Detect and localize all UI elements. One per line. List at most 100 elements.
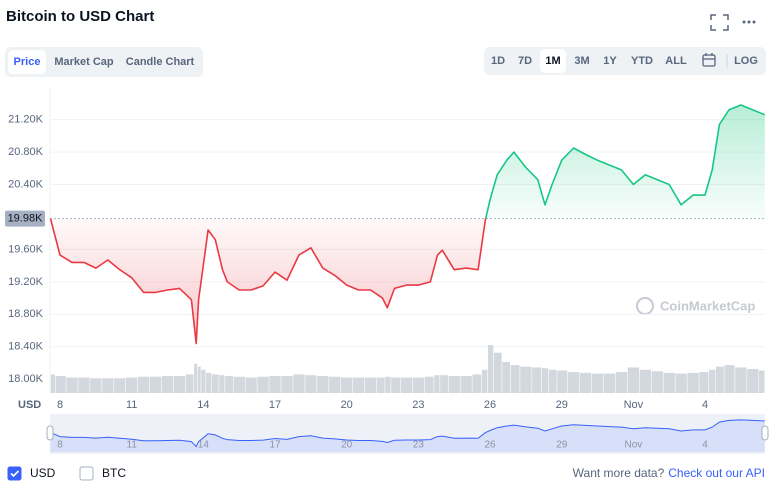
volume-bar <box>385 376 391 393</box>
volume-bar <box>114 378 126 393</box>
volume-bar <box>197 366 201 393</box>
navigator-tick-label: 29 <box>556 440 568 451</box>
volume-bar <box>317 375 329 393</box>
log-button[interactable]: LOG <box>734 55 758 67</box>
volume-bar <box>627 367 640 393</box>
volume-bar <box>687 372 699 393</box>
tab[interactable]: Market Cap <box>54 56 114 68</box>
tab[interactable]: Candle Chart <box>126 56 195 68</box>
navigator-tick-label: 26 <box>484 440 496 451</box>
y-tick-label: 18.40K <box>8 341 44 353</box>
volume-bar <box>161 375 174 393</box>
chart-title: Bitcoin to USD Chart <box>6 8 154 25</box>
volume-bar <box>472 374 482 393</box>
volume-bar <box>747 369 759 393</box>
range-button[interactable]: 7D <box>518 55 532 67</box>
volume-bar <box>305 375 317 393</box>
volume-bar <box>759 370 765 393</box>
y-tick-label: 20.40K <box>8 178 44 190</box>
volume-bar <box>567 372 580 393</box>
navigator-tick-label: 11 <box>127 440 138 451</box>
navigator-tick-label: 23 <box>413 440 425 451</box>
volume-bar <box>424 376 434 393</box>
volume-bar <box>532 367 542 393</box>
volume-bar <box>376 377 385 393</box>
volume-bar <box>352 377 365 393</box>
api-link[interactable]: Check out our API <box>668 466 765 480</box>
volume-bar <box>341 377 353 393</box>
x-tick-label: 11 <box>126 399 137 411</box>
x-tick-label: 4 <box>702 399 708 411</box>
range-button[interactable]: ALL <box>665 55 687 67</box>
volume-bar <box>269 375 281 393</box>
volume-bar <box>541 368 549 393</box>
volume-bar <box>716 366 724 393</box>
range-button[interactable]: YTD <box>631 55 653 67</box>
volume-bar <box>364 377 377 393</box>
volume-bar <box>460 375 472 393</box>
checkbox[interactable] <box>79 466 94 481</box>
volume-bar <box>55 375 66 393</box>
navigator-handle[interactable] <box>761 425 769 441</box>
volume-bar <box>448 375 460 393</box>
volume-bar <box>548 369 557 393</box>
x-tick-label: 29 <box>556 399 568 411</box>
range-button[interactable]: 3M <box>574 55 589 67</box>
calendar-icon[interactable] <box>702 53 716 67</box>
x-tick-label: 17 <box>269 399 281 411</box>
volume-bar <box>735 367 747 393</box>
volume-bar <box>557 370 568 393</box>
volume-bar <box>675 373 687 393</box>
volume-bar <box>591 373 604 393</box>
volume-bar <box>400 377 413 393</box>
more-icon[interactable] <box>742 20 756 24</box>
volume-bar <box>137 376 150 393</box>
baseline-label-bg <box>5 210 45 227</box>
y-tick-label: 21.20K <box>8 114 44 126</box>
volume-bar <box>149 376 162 393</box>
tab-group <box>5 47 203 77</box>
volume-bar <box>329 376 341 393</box>
volume-bar <box>412 377 425 393</box>
volume-bar <box>66 377 78 393</box>
volume-bar <box>699 372 709 393</box>
x-tick-label: 23 <box>412 399 424 411</box>
volume-bar <box>434 375 440 393</box>
volume-bar <box>520 366 532 393</box>
volume-bar <box>126 377 138 393</box>
volume-bar <box>257 376 269 393</box>
range-active-bg <box>540 49 566 73</box>
navigator-area <box>50 419 765 452</box>
volume-bar <box>502 362 511 393</box>
range-button[interactable]: 1Y <box>603 55 617 67</box>
y-tick-label: 19.60K <box>8 243 44 255</box>
volume-bar <box>663 372 675 393</box>
volume-bar <box>50 374 55 393</box>
y-tick-label: 18.00K <box>8 373 44 385</box>
volume-bar <box>603 373 616 393</box>
range-button[interactable]: 1M <box>545 55 560 67</box>
checkbox-label[interactable]: USD <box>30 466 56 480</box>
fullscreen-icon[interactable] <box>710 14 729 31</box>
volume-bar <box>212 374 219 393</box>
volume-bar <box>440 375 448 393</box>
volume-bar <box>219 375 225 393</box>
x-tick-label: 26 <box>484 399 496 411</box>
volume-bar <box>579 372 592 393</box>
range-button[interactable]: 1D <box>491 55 505 67</box>
navigator-bg <box>50 414 765 454</box>
watermark: CoinMarketCap <box>660 298 755 313</box>
checkbox[interactable] <box>7 466 22 481</box>
volume-bar <box>510 365 520 393</box>
volume-bar <box>225 375 233 393</box>
tab[interactable]: Price <box>14 56 41 68</box>
tab-active-bg <box>8 50 46 74</box>
navigator-handle[interactable] <box>46 425 54 441</box>
volume-bar <box>708 369 716 393</box>
x-tick-label: 8 <box>57 399 63 411</box>
volume-bar <box>201 369 206 393</box>
checkmark <box>10 470 20 478</box>
volume-bar <box>90 378 102 393</box>
navigator-tick-label: Nov <box>624 440 642 451</box>
checkbox-label[interactable]: BTC <box>102 466 126 480</box>
